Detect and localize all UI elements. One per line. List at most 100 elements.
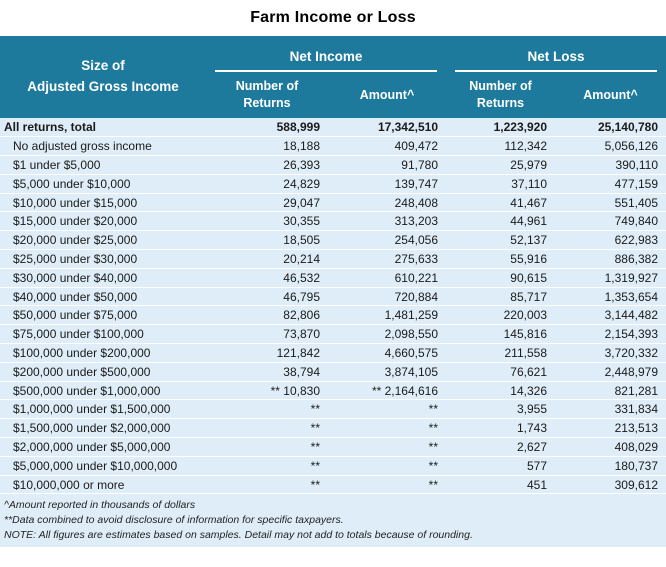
row-label: $30,000 under $40,000 [0, 268, 206, 288]
net-loss-returns-value: 220,003 [446, 305, 555, 326]
row-label: $500,000 under $1,000,000 [0, 381, 206, 401]
net-loss-returns-value: 90,615 [446, 268, 555, 288]
sub-header-row: Number of Returns Amount^ Number of Retu… [0, 72, 666, 118]
table-row: $25,000 under $30,000 20,214 275,633 55,916… [0, 249, 666, 269]
table-row: $40,000 under $50,000 46,795 720,884 85,717… [0, 287, 666, 307]
footnote-note-samples: NOTE: All figures are estimates based on… [4, 528, 473, 541]
net-income-returns-value: 38,794 [206, 362, 328, 382]
footnote-amount-units: ^Amount reported in thousands of dollars [4, 499, 196, 512]
row-label: $20,000 under $25,000 [0, 230, 206, 251]
table-row: $1,000,000 under $1,500,000 ** ** 3,955 331,… [0, 399, 666, 420]
net-income-returns-value: 29,047 [206, 193, 328, 213]
table-row: $200,000 under $500,000 38,794 3,874,105 76… [0, 362, 666, 382]
net-income-returns-value: 73,870 [206, 324, 328, 345]
net-income-amount-value: 2,098,550 [328, 324, 446, 345]
net-loss-returns-value: 211,558 [446, 343, 555, 363]
row-label: $15,000 under $20,000 [0, 211, 206, 232]
net-loss-amount-value: 551,405 [555, 193, 666, 213]
row-label: $2,000,000 under $5,000,000 [0, 437, 206, 457]
net-income-group-label: Net Income [215, 49, 437, 72]
table-row: $500,000 under $1,000,000 ** 10,830 ** 2,1… [0, 381, 666, 401]
footnote-data-combined: **Data combined to avoid disclosure of i… [4, 514, 344, 527]
row-label: $200,000 under $500,000 [0, 362, 206, 382]
row-label: $1 under $5,000 [0, 155, 206, 175]
table-row: $100,000 under $200,000 121,842 4,660,575 2… [0, 343, 666, 363]
net-income-returns-value: ** [206, 437, 328, 457]
net-loss-returns-value: 451 [446, 475, 555, 495]
row-label: $10,000,000 or more [0, 475, 206, 495]
table-row: $5,000,000 under $10,000,000 ** ** 577 180,7… [0, 456, 666, 476]
net-income-amount-value: 275,633 [328, 249, 446, 269]
net-loss-returns-value: 577 [446, 456, 555, 476]
net-income-returns-value: ** [206, 418, 328, 439]
net-loss-amount-value: 886,382 [555, 249, 666, 269]
table-row: $5,000 under $10,000 24,829 139,747 37,110 4… [0, 174, 666, 194]
net-loss-amount-value: 2,154,393 [555, 324, 666, 345]
net-loss-returns-value: 2,627 [446, 437, 555, 457]
net-income-returns-value: 46,532 [206, 268, 328, 288]
net-loss-returns-value: 41,467 [446, 193, 555, 213]
net-income-returns-value: 24,829 [206, 174, 328, 194]
row-label: $1,000,000 under $1,500,000 [0, 399, 206, 420]
column-header-adjusted-gross-income: Size of Adjusted Gross Income [0, 36, 206, 118]
table-header: Size of Adjusted Gross Income Net Income… [0, 36, 666, 118]
net-income-amount-value: 91,780 [328, 155, 446, 175]
net-income-amount-value: 720,884 [328, 287, 446, 307]
table-row: $15,000 under $20,000 30,355 313,203 44,961… [0, 211, 666, 232]
net-income-returns-value: 46,795 [206, 287, 328, 307]
net-income-amount-value: 1,481,259 [328, 305, 446, 326]
net-income-amount-value: 3,874,105 [328, 362, 446, 382]
column-group-net-loss: Net Loss [446, 36, 666, 72]
net-loss-returns-value: 3,955 [446, 399, 555, 420]
net-income-returns-value: 26,393 [206, 155, 328, 175]
row-label: $5,000 under $10,000 [0, 174, 206, 194]
net-loss-returns-value: 25,979 [446, 155, 555, 175]
row-label: $75,000 under $100,000 [0, 324, 206, 345]
net-income-returns-value: 30,355 [206, 211, 328, 232]
column-header-net-income-amount: Amount^ [328, 72, 446, 118]
net-income-returns-value: 18,188 [206, 136, 328, 157]
net-loss-amount-value: 2,448,979 [555, 362, 666, 382]
net-income-returns-value: 588,999 [206, 118, 328, 138]
net-loss-returns-value: 1,223,920 [446, 118, 555, 138]
net-loss-returns-value: 85,717 [446, 287, 555, 307]
net-loss-amount-value: 749,840 [555, 211, 666, 232]
table-row: All returns, total 588,999 17,342,510 1,223… [0, 118, 666, 138]
net-income-returns-value: ** [206, 475, 328, 495]
page-title: Farm Income or Loss [250, 9, 416, 26]
column-header-net-loss-amount: Amount^ [555, 72, 666, 118]
column-header-net-loss-returns: Number of Returns [446, 72, 555, 118]
net-loss-returns-value: 44,961 [446, 211, 555, 232]
row-label: $1,500,000 under $2,000,000 [0, 418, 206, 439]
row-label: $5,000,000 under $10,000,000 [0, 456, 206, 476]
row-label: $40,000 under $50,000 [0, 287, 206, 307]
net-income-amount-value: ** [328, 399, 446, 420]
farm-income-table: Size of Adjusted Gross Income Net Income… [0, 36, 666, 495]
net-loss-amount-value: 180,737 [555, 456, 666, 476]
row-label: $50,000 under $75,000 [0, 305, 206, 326]
net-loss-amount-value: 25,140,780 [555, 118, 666, 138]
net-income-amount-value: 4,660,575 [328, 343, 446, 363]
row-label: $100,000 under $200,000 [0, 343, 206, 363]
net-income-amount-value: 139,747 [328, 174, 446, 194]
row-label: $10,000 under $15,000 [0, 193, 206, 213]
net-income-amount-value: 610,221 [328, 268, 446, 288]
net-loss-amount-value: 5,056,126 [555, 136, 666, 157]
column-header-net-income-returns: Number of Returns [206, 72, 328, 118]
net-loss-amount-value: 331,834 [555, 399, 666, 420]
net-income-amount-value: ** [328, 437, 446, 457]
net-income-returns-value: ** [206, 399, 328, 420]
row-label: $25,000 under $30,000 [0, 249, 206, 269]
net-loss-amount-value: 309,612 [555, 475, 666, 495]
table-row: $30,000 under $40,000 46,532 610,221 90,615… [0, 268, 666, 288]
net-income-amount-value: 248,408 [328, 193, 446, 213]
net-loss-returns-value: 76,621 [446, 362, 555, 382]
net-income-amount-value: ** [328, 475, 446, 495]
table-row: $10,000,000 or more ** ** 451 309,612 [0, 475, 666, 495]
column-group-net-income: Net Income [206, 36, 446, 72]
net-income-returns-value: ** [206, 456, 328, 476]
table-row: $75,000 under $100,000 73,870 2,098,550 145… [0, 324, 666, 345]
table-row: $1 under $5,000 26,393 91,780 25,979 390,110 [0, 155, 666, 175]
table-row: $20,000 under $25,000 18,505 254,056 52,137… [0, 230, 666, 251]
